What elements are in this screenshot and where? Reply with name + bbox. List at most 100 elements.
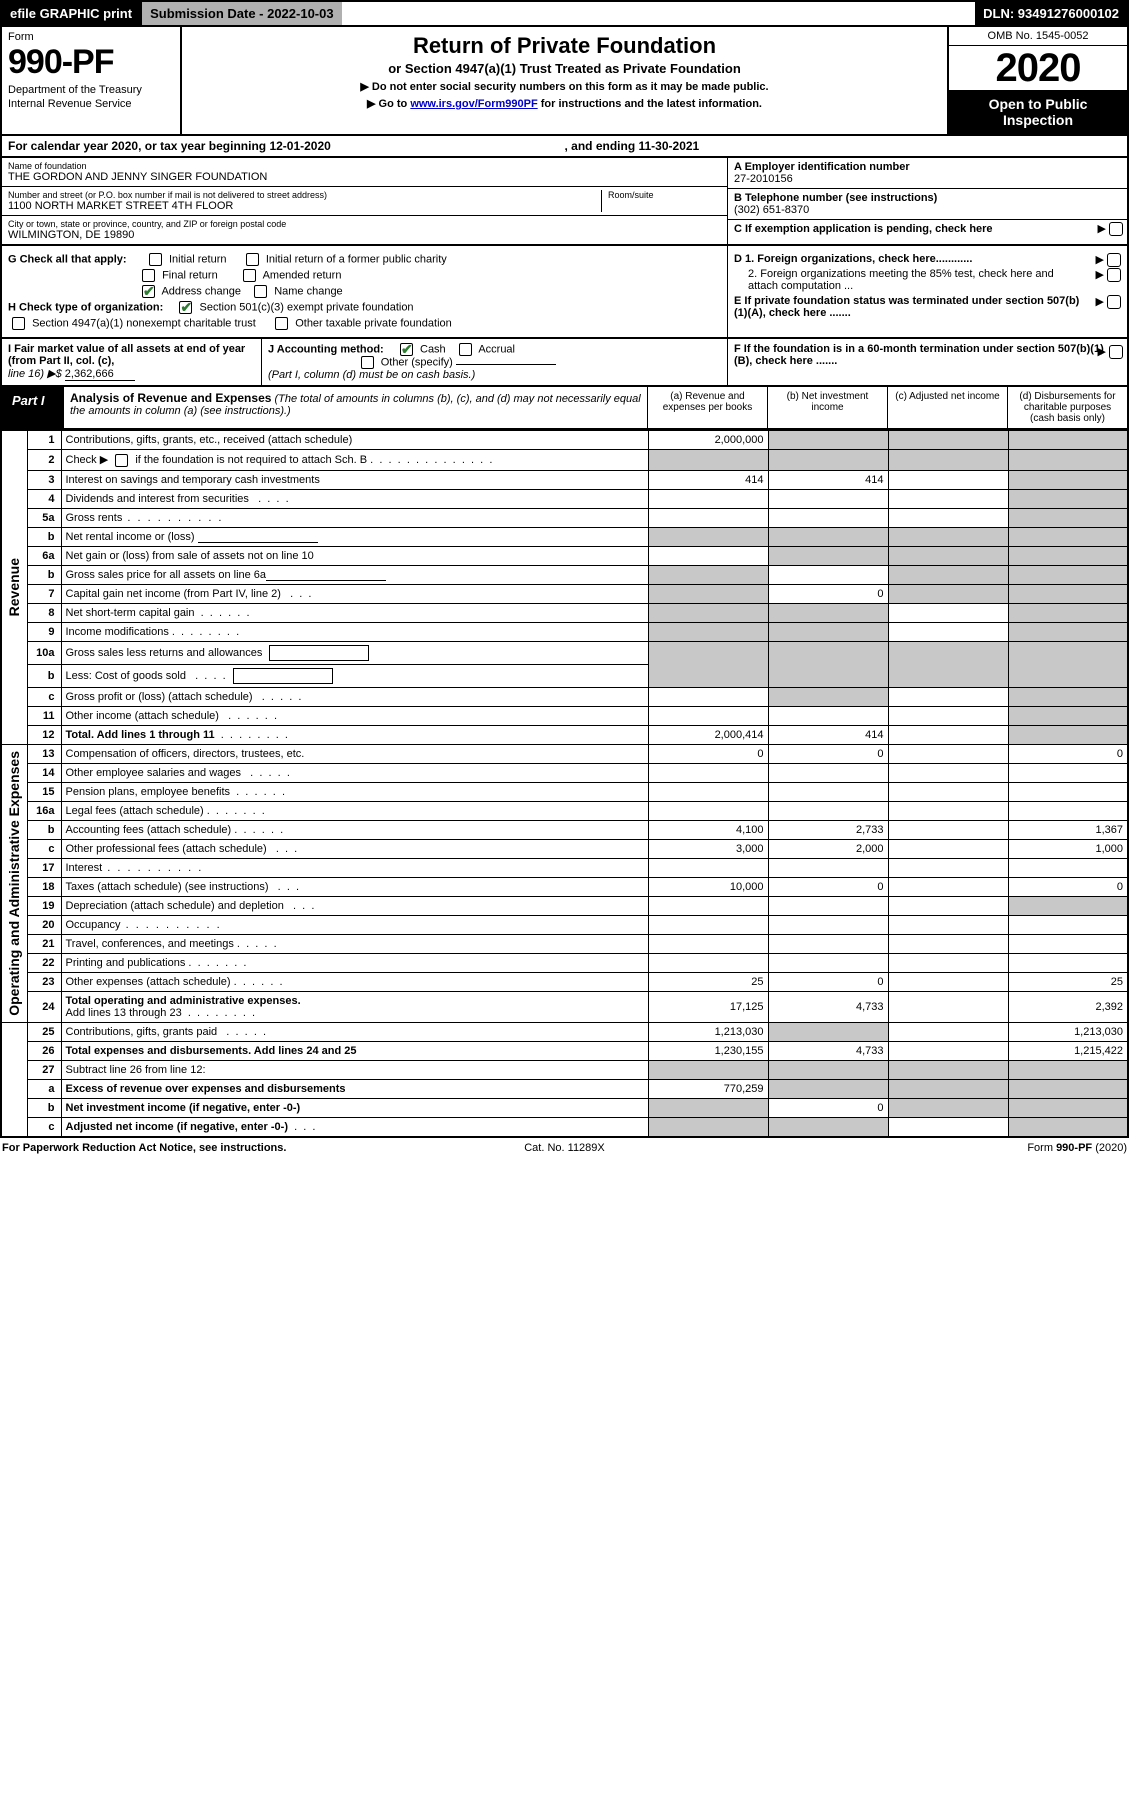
line-amt-b bbox=[768, 801, 888, 820]
table-row: 23 Other expenses (attach schedule) . . … bbox=[1, 972, 1128, 991]
d1-checkbox[interactable] bbox=[1107, 253, 1121, 267]
table-row: 12 Total. Add lines 1 through 11 . . . .… bbox=[1, 725, 1128, 744]
j-note: (Part I, column (d) must be on cash basi… bbox=[268, 369, 475, 381]
line-amt-c bbox=[888, 706, 1008, 725]
line-desc: Total expenses and disbursements. Add li… bbox=[61, 1041, 648, 1060]
f-checkbox[interactable] bbox=[1109, 345, 1123, 359]
initial-return-checkbox[interactable] bbox=[149, 253, 162, 266]
ein-value: 27-2010156 bbox=[734, 173, 793, 185]
phone-cell: B Telephone number (see instructions) (3… bbox=[728, 189, 1127, 220]
d2-checkbox[interactable] bbox=[1107, 268, 1121, 282]
line-amt-a bbox=[648, 508, 768, 527]
line-amt-d bbox=[1008, 546, 1128, 565]
line-amt-a bbox=[648, 565, 768, 584]
line-amt-c bbox=[888, 782, 1008, 801]
line-amt-a: 770,259 bbox=[648, 1079, 768, 1098]
line-number: b bbox=[27, 820, 61, 839]
line-amt-b: 4,733 bbox=[768, 991, 888, 1022]
table-row: 2 Check ▶ if the foundation is not requi… bbox=[1, 450, 1128, 471]
schb-checkbox[interactable] bbox=[115, 454, 128, 467]
line-amt-b: 414 bbox=[768, 470, 888, 489]
4947-label: Section 4947(a)(1) nonexempt charitable … bbox=[32, 317, 256, 329]
line-amt-c bbox=[888, 858, 1008, 877]
line-number: 1 bbox=[27, 431, 61, 450]
other-taxable-checkbox[interactable] bbox=[275, 317, 288, 330]
line-amt-a: 1,230,155 bbox=[648, 1041, 768, 1060]
paperwork-notice: For Paperwork Reduction Act Notice, see … bbox=[2, 1142, 377, 1154]
line-number: 9 bbox=[27, 622, 61, 641]
line-number: 7 bbox=[27, 584, 61, 603]
line-number: a bbox=[27, 1079, 61, 1098]
line-amt-a: 2,000,000 bbox=[648, 431, 768, 450]
form-ref: Form 990-PF (2020) bbox=[752, 1142, 1127, 1154]
line-amt-d bbox=[1008, 1098, 1128, 1117]
i-cell: I Fair market value of all assets at end… bbox=[2, 339, 262, 385]
form-header: Form 990-PF Department of the Treasury I… bbox=[0, 27, 1129, 136]
line-amt-b bbox=[768, 546, 888, 565]
g-row2: Final return Amended return bbox=[8, 269, 721, 282]
catalog-number: Cat. No. 11289X bbox=[377, 1142, 752, 1154]
f-arrow: ▶ bbox=[1097, 345, 1123, 359]
line-number: 5a bbox=[27, 508, 61, 527]
part1-desc: Analysis of Revenue and Expenses (The to… bbox=[64, 387, 647, 428]
table-row: 16a Legal fees (attach schedule) . . . .… bbox=[1, 801, 1128, 820]
table-row: 21 Travel, conferences, and meetings . .… bbox=[1, 934, 1128, 953]
line-desc: Net short-term capital gain . . . . . . bbox=[61, 603, 648, 622]
line-number: 20 bbox=[27, 915, 61, 934]
tax-year-end: , and ending 11-30-2021 bbox=[565, 139, 1122, 153]
line-amt-d bbox=[1008, 489, 1128, 508]
c-checkbox[interactable] bbox=[1109, 222, 1123, 236]
4947-checkbox[interactable] bbox=[12, 317, 25, 330]
line-amt-c bbox=[888, 725, 1008, 744]
table-row: 9 Income modifications . . . . . . . . bbox=[1, 622, 1128, 641]
accrual-label: Accrual bbox=[478, 343, 515, 355]
calendar-year-row: For calendar year 2020, or tax year begi… bbox=[0, 136, 1129, 158]
table-row: b Net rental income or (loss) bbox=[1, 527, 1128, 546]
line-amt-c bbox=[888, 622, 1008, 641]
table-row: 6a Net gain or (loss) from sale of asset… bbox=[1, 546, 1128, 565]
e-checkbox[interactable] bbox=[1107, 295, 1121, 309]
note2-post: for instructions and the latest informat… bbox=[538, 98, 762, 110]
line-amt-a: 2,000,414 bbox=[648, 725, 768, 744]
sales-price-line bbox=[266, 580, 386, 581]
line-amt-a: 4,100 bbox=[648, 820, 768, 839]
line-amt-a bbox=[648, 706, 768, 725]
line-amt-d: 2,392 bbox=[1008, 991, 1128, 1022]
col-c-header: (c) Adjusted net income bbox=[887, 387, 1007, 428]
street-value: 1100 NORTH MARKET STREET 4TH FLOOR bbox=[8, 200, 601, 212]
final-return-checkbox[interactable] bbox=[142, 269, 155, 282]
exemption-pending-cell: C If exemption application is pending, c… bbox=[728, 220, 1127, 238]
h-row2: Section 4947(a)(1) nonexempt charitable … bbox=[8, 317, 721, 330]
table-row: 7 Capital gain net income (from Part IV,… bbox=[1, 584, 1128, 603]
501c3-label: Section 501(c)(3) exempt private foundat… bbox=[200, 301, 414, 313]
line-desc: Other expenses (attach schedule) . . . .… bbox=[61, 972, 648, 991]
initial-public-checkbox[interactable] bbox=[246, 253, 259, 266]
501c3-checkbox[interactable] bbox=[179, 301, 192, 314]
table-row: 24 Total operating and administrative ex… bbox=[1, 991, 1128, 1022]
d1-label: D 1. Foreign organizations, check here..… bbox=[734, 253, 972, 265]
line-amt-b bbox=[768, 896, 888, 915]
line-amt-c bbox=[888, 489, 1008, 508]
line-desc: Depreciation (attach schedule) and deple… bbox=[61, 896, 648, 915]
line-amt-a bbox=[648, 1060, 768, 1079]
line-amt-a bbox=[648, 1117, 768, 1137]
line-amt-c bbox=[888, 1022, 1008, 1041]
line-desc: Subtract line 26 from line 12: bbox=[61, 1060, 648, 1079]
line-number: 4 bbox=[27, 489, 61, 508]
line-amt-c bbox=[888, 470, 1008, 489]
line-desc: Contributions, gifts, grants paid . . . … bbox=[61, 1022, 648, 1041]
other-method-checkbox[interactable] bbox=[361, 356, 374, 369]
line-number: 14 bbox=[27, 763, 61, 782]
line-desc: Total. Add lines 1 through 11 . . . . . … bbox=[61, 725, 648, 744]
accrual-checkbox[interactable] bbox=[459, 343, 472, 356]
ghi-block: G Check all that apply: Initial return I… bbox=[0, 246, 1129, 339]
efile-label: efile GRAPHIC print bbox=[2, 2, 140, 25]
amended-return-checkbox[interactable] bbox=[243, 269, 256, 282]
instructions-link[interactable]: www.irs.gov/Form990PF bbox=[410, 98, 537, 110]
street-label: Number and street (or P.O. box number if… bbox=[8, 190, 601, 200]
name-change-checkbox[interactable] bbox=[254, 285, 267, 298]
address-change-checkbox[interactable] bbox=[142, 285, 155, 298]
line-desc: Net gain or (loss) from sale of assets n… bbox=[61, 546, 648, 565]
cash-checkbox[interactable] bbox=[400, 343, 413, 356]
line-number: 27 bbox=[27, 1060, 61, 1079]
